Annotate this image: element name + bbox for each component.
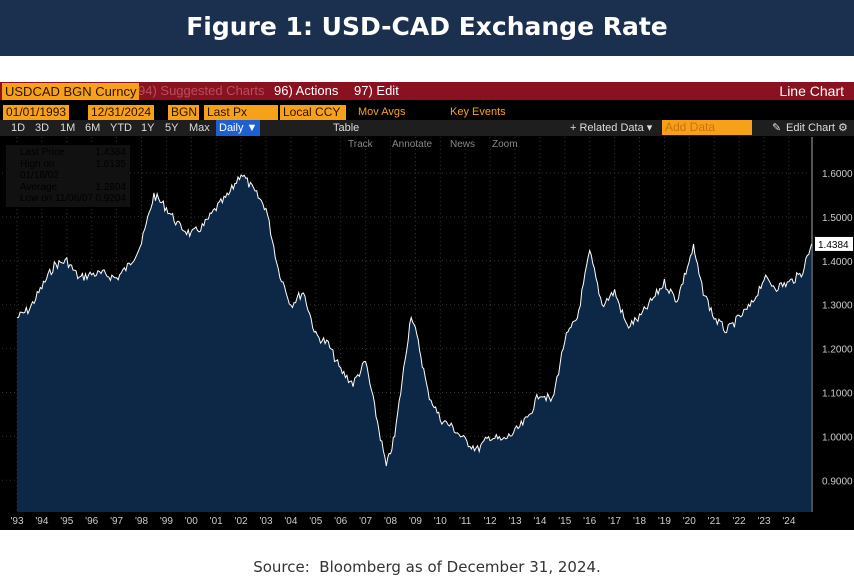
y-tick-label: 1.3000 bbox=[822, 301, 853, 312]
x-tick-label: '11 bbox=[459, 516, 472, 527]
x-tick-label: '15 bbox=[558, 516, 571, 527]
edit-chart-button[interactable]: Edit Chart bbox=[786, 122, 835, 134]
period-1d[interactable]: 1D bbox=[11, 122, 26, 134]
x-tick-label: '24 bbox=[782, 516, 795, 527]
edit-menu[interactable]: 97) Edit bbox=[354, 83, 399, 98]
x-tick-label: '05 bbox=[309, 516, 322, 527]
top-toolbar: USDCAD BGN Curncy 94) Suggested Charts 9… bbox=[0, 82, 854, 100]
period-5y[interactable]: 5Y bbox=[165, 122, 179, 134]
legend-label: Last Price bbox=[20, 147, 65, 158]
x-tick-label: '19 bbox=[658, 516, 671, 527]
x-tick-label: '14 bbox=[533, 516, 546, 527]
x-tick-label: '01 bbox=[210, 516, 223, 527]
x-tick-label: '99 bbox=[160, 516, 173, 527]
period-6m[interactable]: 6M bbox=[85, 122, 101, 134]
y-tick-label: 0.9000 bbox=[822, 476, 853, 487]
currency-select[interactable]: Local CCY bbox=[280, 105, 346, 120]
chart-type-label: Line Chart bbox=[779, 83, 844, 99]
table-button[interactable]: Table bbox=[333, 122, 360, 134]
y-tick-label: 1.1000 bbox=[822, 389, 853, 400]
x-tick-label: '17 bbox=[608, 516, 621, 527]
field-select[interactable]: Last Px bbox=[204, 105, 278, 120]
pencil-icon: ✎ bbox=[772, 122, 782, 134]
x-tick-label: '93 bbox=[10, 516, 23, 527]
date-toolbar: 01/01/1993 12/31/2024 BGN Last Px Local … bbox=[0, 103, 854, 120]
gear-icon[interactable]: ⚙ bbox=[838, 122, 848, 134]
legend-label: Low on 11/06/07 bbox=[20, 193, 94, 204]
period-1m[interactable]: 1M bbox=[60, 122, 76, 134]
period-1y[interactable]: 1Y bbox=[141, 122, 155, 134]
x-tick-label: '21 bbox=[708, 516, 721, 527]
x-tick-label: '94 bbox=[35, 516, 48, 527]
x-tick-label: '23 bbox=[757, 516, 770, 527]
period-ytd[interactable]: YTD bbox=[110, 122, 132, 134]
x-tick-label: '12 bbox=[484, 516, 497, 527]
ticker-field[interactable]: USDCAD BGN Curncy bbox=[2, 83, 140, 100]
track-tool[interactable]: Track bbox=[348, 139, 373, 150]
x-tick-label: '07 bbox=[359, 516, 372, 527]
y-tick-label: 1.2000 bbox=[822, 345, 853, 356]
x-tick-label: '09 bbox=[409, 516, 422, 527]
x-tick-label: '00 bbox=[185, 516, 198, 527]
zoom-tool[interactable]: Zoom bbox=[492, 139, 518, 150]
x-tick-label: '97 bbox=[110, 516, 123, 527]
legend-value: 1.4384 bbox=[95, 147, 126, 158]
last-price-label: 1.4384 bbox=[818, 240, 849, 251]
actions-menu[interactable]: 96) Actions bbox=[274, 83, 339, 98]
x-tick-label: '22 bbox=[733, 516, 746, 527]
legend-average: Average 1.2804 bbox=[6, 182, 130, 194]
annotate-tool[interactable]: Annotate bbox=[392, 139, 433, 150]
start-date-input[interactable]: 01/01/1993 bbox=[3, 105, 70, 120]
end-date-input[interactable]: 12/31/2024 bbox=[88, 105, 155, 120]
source-note: Source: Bloomberg as of December 31, 202… bbox=[253, 558, 601, 576]
price-line bbox=[16, 174, 813, 467]
y-tick-label: 1.4000 bbox=[822, 257, 853, 268]
y-tick-label: 1.5000 bbox=[822, 213, 853, 224]
frequency-select[interactable]: Daily ▼ bbox=[216, 120, 261, 136]
add-data-input[interactable]: Add Data bbox=[662, 120, 752, 135]
legend-last-price: Last Price 1.4384 bbox=[6, 147, 130, 159]
related-data-menu[interactable]: + Related Data ▾ bbox=[570, 122, 653, 134]
x-tick-label: '04 bbox=[284, 516, 297, 527]
figure-title: Figure 1: USD-CAD Exchange Rate bbox=[0, 0, 854, 56]
x-tick-label: '03 bbox=[259, 516, 272, 527]
x-tick-label: '16 bbox=[583, 516, 596, 527]
period-max[interactable]: Max bbox=[189, 122, 210, 134]
legend-high: High on 01/18/02 1.6135 bbox=[6, 159, 130, 182]
legend-label: Average bbox=[20, 181, 58, 193]
period-3d[interactable]: 3D bbox=[35, 122, 50, 134]
chart-legend: Last Price 1.4384 High on 01/18/02 1.6135 … bbox=[6, 145, 130, 207]
x-tick-label: '95 bbox=[60, 516, 73, 527]
x-tick-label: '08 bbox=[384, 516, 397, 527]
legend-low: Low on 11/06/07 0.9204 bbox=[6, 193, 130, 205]
news-tool[interactable]: News bbox=[450, 139, 476, 150]
area-fill bbox=[17, 175, 812, 512]
suggested-charts-menu[interactable]: 94) Suggested Charts bbox=[138, 83, 265, 98]
period-toolbar: 1D 3D 1M 6M YTD 1Y 5Y Max Daily ▼ Table … bbox=[0, 120, 854, 136]
source-field[interactable]: BGN bbox=[168, 105, 199, 120]
x-tick-label: '02 bbox=[235, 516, 248, 527]
y-tick-label: 1.0000 bbox=[822, 432, 853, 443]
mov-avgs-toggle[interactable]: Mov Avgs bbox=[358, 106, 406, 118]
x-tick-label: '96 bbox=[85, 516, 98, 527]
last-price-tag bbox=[815, 236, 853, 251]
x-tick-label: '06 bbox=[334, 516, 347, 527]
x-tick-label: '98 bbox=[135, 516, 148, 527]
legend-label: High on 01/18/02 bbox=[20, 158, 59, 182]
legend-value: 1.2804 bbox=[95, 181, 126, 193]
key-events-toggle[interactable]: Key Events bbox=[450, 106, 506, 118]
y-tick-label: 1.6000 bbox=[822, 169, 853, 180]
legend-value: 1.6135 bbox=[95, 158, 126, 170]
x-tick-label: '13 bbox=[508, 516, 521, 527]
x-tick-label: '20 bbox=[683, 516, 696, 527]
x-tick-label: '10 bbox=[434, 516, 447, 527]
x-tick-label: '18 bbox=[633, 516, 646, 527]
legend-value: 0.9204 bbox=[95, 193, 126, 204]
